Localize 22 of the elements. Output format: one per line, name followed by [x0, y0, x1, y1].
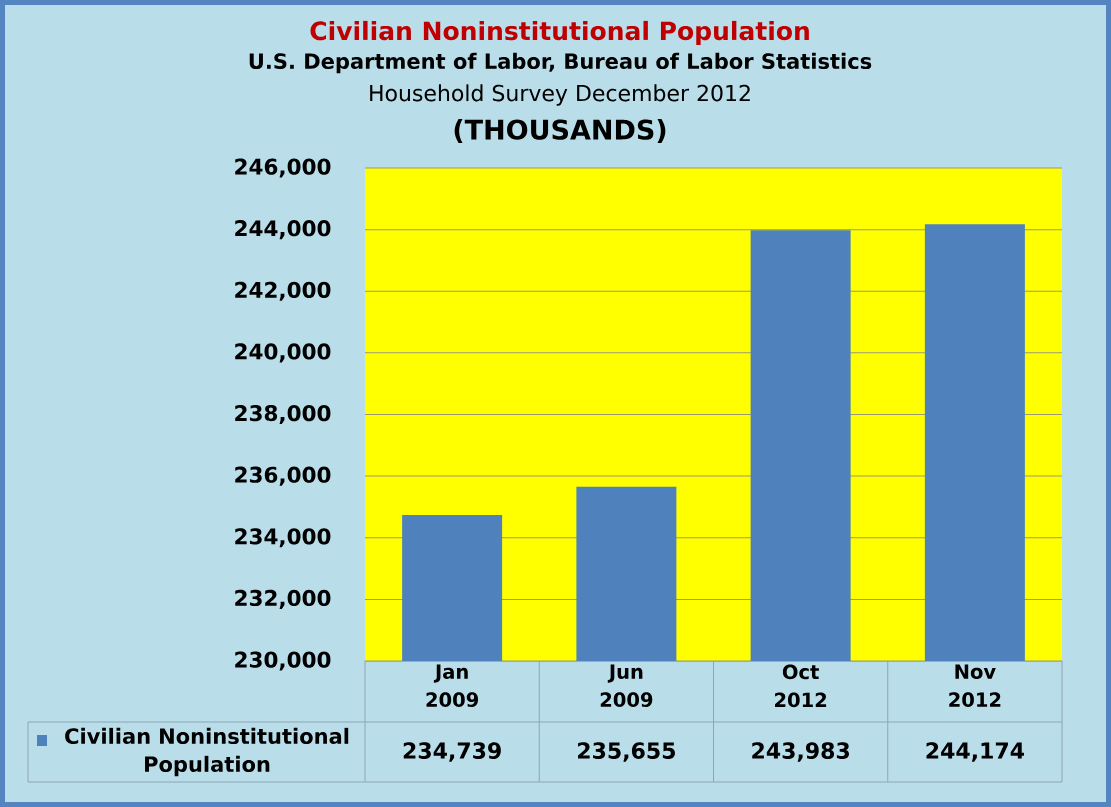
- y-tick-label: 242,000: [235, 281, 331, 301]
- data-label: 234,739: [403, 742, 501, 762]
- x-tick-label: Oct 2012: [775, 664, 827, 708]
- text: Household Survey December 2012: [370, 84, 750, 106]
- y-tick-label: 244,000: [235, 220, 331, 240]
- data-label: 243,983: [752, 742, 850, 762]
- x-tick-label: Nov 2012: [949, 664, 1001, 708]
- y-tick-label: 236,000: [235, 466, 331, 486]
- chart-title: Civilian Noninstitutional Population: [310, 20, 809, 46]
- data-label: 235,655: [578, 742, 675, 762]
- y-tick-label: 238,000: [235, 404, 331, 425]
- chart-subtitle: U.S. Department of Labor, Bureau of Labor Statistics: [249, 52, 872, 74]
- y-tick-label: 230,000: [235, 651, 331, 671]
- y-tick-label: 240,000: [235, 343, 331, 363]
- x-tick-label: Jan 2009: [426, 664, 479, 708]
- y-axis-title: (THOUSANDS): [454, 118, 666, 144]
- x-tick-label: Jun 2009: [600, 664, 653, 708]
- y-tick-label: 246,000: [235, 158, 331, 178]
- data-label: 244,174: [926, 742, 1024, 762]
- y-tick-label: 234,000: [235, 528, 331, 548]
- y-tick-label: 232,000: [235, 589, 331, 609]
- legend-label: Civilian Noninstitutional Population: [65, 727, 349, 777]
